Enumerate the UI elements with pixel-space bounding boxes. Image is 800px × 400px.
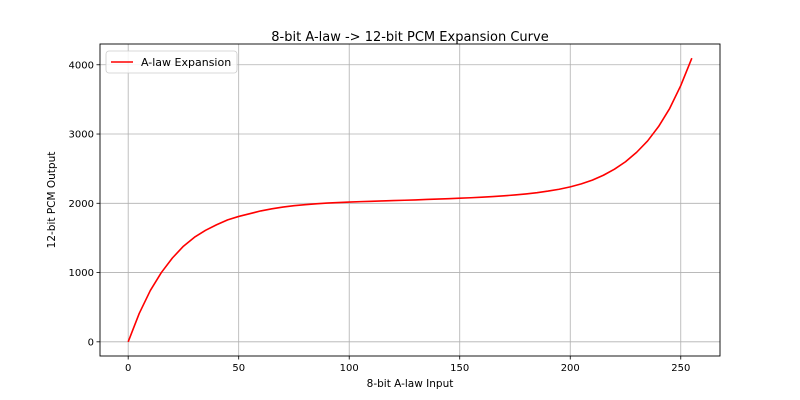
- y-tick-label: 4000: [69, 60, 94, 71]
- x-tick-label: 0: [125, 363, 131, 374]
- legend-box: [105, 50, 238, 74]
- y-tick-label: 1000: [69, 268, 94, 279]
- series-layer: [127, 57, 693, 343]
- x-tick-label: 100: [340, 363, 359, 374]
- legend: A-law Expansion: [105, 50, 238, 74]
- y-tick-label: 0: [88, 337, 94, 348]
- plot-frame: [99, 43, 721, 357]
- legend-label-a-law-expansion: A-law Expansion: [141, 56, 231, 69]
- x-axis-label: 8-bit A-law Input: [367, 378, 454, 390]
- chart-title: 8-bit A-law -> 12-bit PCM Expansion Curv…: [271, 30, 548, 45]
- ticks: 0 50 100 150 200 250 0 1000 2000 3000 4000: [69, 60, 691, 374]
- x-tick-label: 50: [232, 363, 245, 374]
- x-tick-label: 150: [450, 363, 469, 374]
- y-tick-label: 2000: [69, 199, 94, 210]
- y-axis-label: 12-bit PCM Output: [46, 152, 58, 249]
- x-tick-label: 200: [561, 363, 580, 374]
- x-tick-label: 250: [671, 363, 690, 374]
- series-line-a-law-expansion: [127, 57, 693, 343]
- y-tick-label: 3000: [69, 130, 94, 141]
- grid: [100, 44, 720, 356]
